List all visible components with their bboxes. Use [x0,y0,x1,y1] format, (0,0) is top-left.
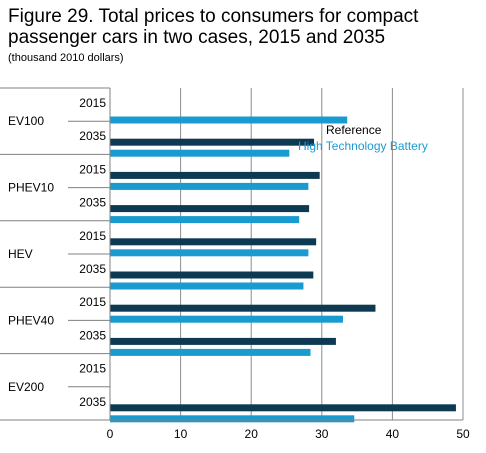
x-tick-label: 30 [315,427,329,441]
x-tick-label: 50 [456,427,470,441]
bar-reference [110,404,456,412]
year-label: 2015 [79,162,106,176]
bar-reference [110,205,310,213]
x-tick-label: 0 [107,427,114,441]
bar-high-tech-battery [110,415,355,423]
year-label: 2035 [79,395,106,409]
axes [0,87,463,421]
year-label: 2015 [79,362,106,376]
labels: 0 10 20 30 40 50 EV100 2015 2035 PHEV10 2015 2035 HE… [8,96,470,441]
x-tick-label: 40 [386,427,400,441]
x-tick-label: 10 [174,427,188,441]
legend-high-technology-battery: High Technology Battery [298,139,428,153]
chart-subtitle: (thousand 2010 dollars) [8,52,124,64]
x-tick-label: 20 [245,427,259,441]
chart-title: Figure 29. Total prices to consumers for… [8,6,419,48]
bar-reference [110,138,315,146]
bar-high-tech-battery [110,116,348,124]
bar-reference [110,304,376,312]
year-label: 2035 [79,129,106,143]
bar-reference [110,271,314,279]
legend: Reference High Technology Battery [298,123,428,153]
bar-high-tech-battery [110,149,290,157]
year-label: 2035 [79,262,106,276]
year-label: 2035 [79,196,106,210]
bar-high-tech-battery [110,348,311,356]
year-label: 2015 [79,295,106,309]
bar-high-tech-battery [110,315,343,323]
legend-reference: Reference [326,123,382,137]
bar-reference [110,238,317,246]
year-label: 2015 [79,96,106,110]
bar-high-tech-battery [110,182,309,190]
group-label: PHEV40 [8,313,54,327]
group-label: PHEV10 [8,181,54,195]
year-label: 2035 [79,328,106,342]
bar-reference [110,337,336,345]
bar-reference [110,171,320,179]
group-label: HEV [8,247,33,261]
bar-high-tech-battery [110,249,309,257]
bars [110,116,456,423]
bar-high-tech-battery [110,216,300,224]
bar-high-tech-battery [110,282,304,290]
group-label: EV200 [8,380,44,394]
year-label: 2015 [79,229,106,243]
group-label: EV100 [8,114,44,128]
